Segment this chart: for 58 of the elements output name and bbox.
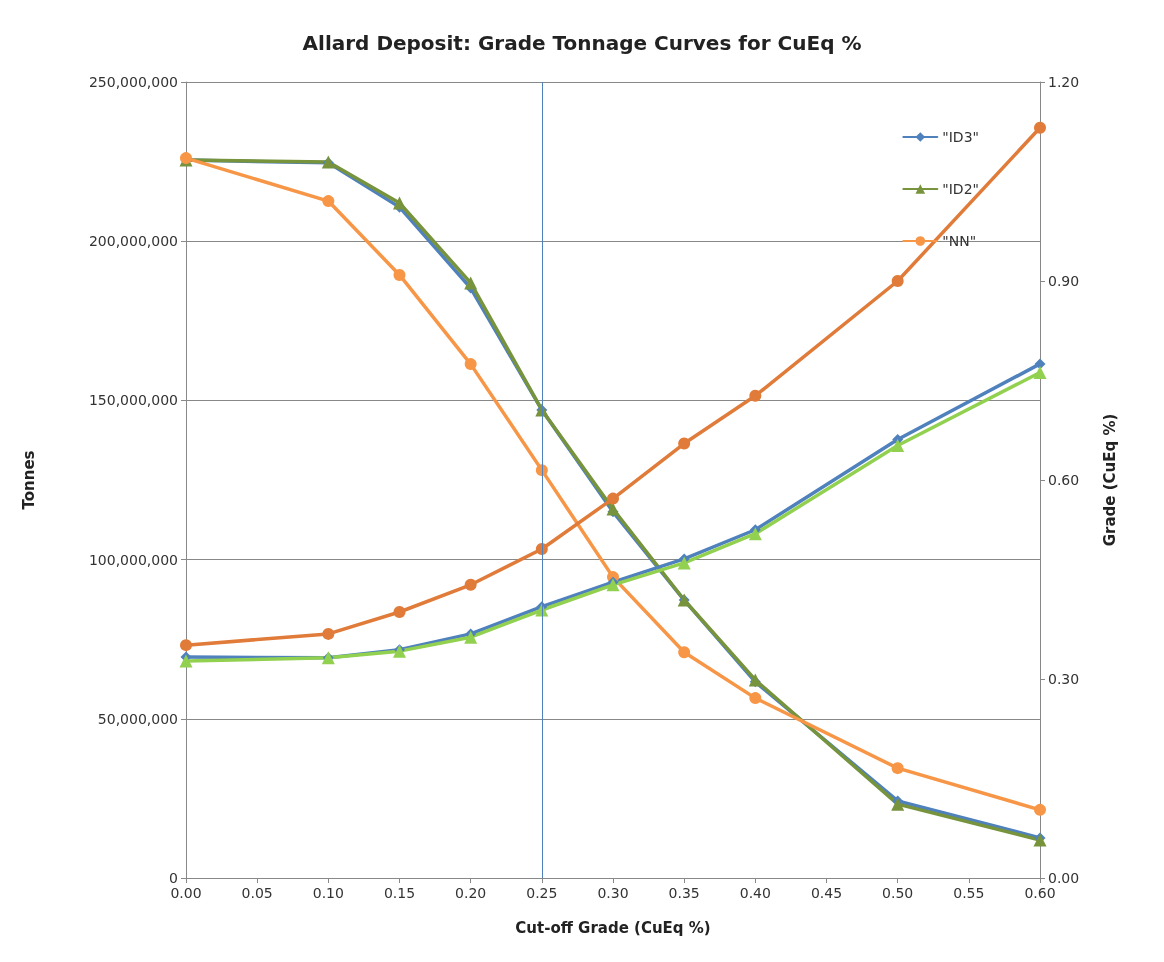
point — [891, 797, 905, 811]
x-tick-label: 0.50 — [882, 885, 914, 901]
x-tick-label: 0.45 — [810, 885, 843, 901]
x-tick-label: 0.15 — [383, 885, 416, 901]
point — [749, 692, 762, 705]
y-axis-title: Tonnes — [19, 450, 38, 510]
x-tick-label: 0.25 — [526, 885, 558, 901]
point — [1034, 358, 1046, 370]
point — [179, 654, 193, 668]
y-tick-label: 250,000,000 — [88, 74, 178, 90]
x-tick-label: 0.20 — [455, 885, 487, 901]
y2-axis-title: Grade (CuEq %) — [1100, 413, 1119, 547]
y-tick-label: 150,000,000 — [88, 392, 178, 409]
point — [749, 389, 762, 402]
y-tick-label: 0 — [169, 870, 178, 886]
chart-title: Allard Deposit: Grade Tonnage Curves for CuEq % — [302, 31, 862, 55]
point — [464, 276, 478, 290]
point — [464, 578, 477, 591]
legend-label: "ID3" — [942, 129, 980, 145]
y-tick-label: 200,000,000 — [88, 233, 178, 250]
x-tick-label: 0.60 — [1024, 885, 1056, 901]
point — [891, 762, 904, 775]
legend-label: "ID2" — [942, 181, 980, 197]
point — [748, 527, 762, 541]
point — [678, 437, 691, 450]
point — [606, 502, 620, 516]
y2-tick-label: 0.00 — [1048, 870, 1080, 886]
y2-tick-label: 0.90 — [1048, 273, 1080, 289]
point — [322, 195, 335, 208]
y2-tick-label: 1.20 — [1048, 74, 1080, 90]
point — [464, 358, 477, 371]
x-tick-label: 0.40 — [739, 885, 771, 901]
point — [393, 196, 406, 210]
point — [607, 492, 619, 505]
y-tick-label: 100,000,000 — [88, 551, 178, 568]
point — [1033, 366, 1047, 380]
x-tick-label: 0.30 — [597, 885, 629, 901]
x-tick-label: 0.00 — [170, 885, 202, 901]
point — [606, 578, 620, 592]
x-tick-label: 0.05 — [241, 885, 273, 901]
point — [180, 639, 192, 652]
y2-tick-label: 0.30 — [1048, 671, 1080, 687]
y-tick-label: 50,000,000 — [97, 710, 178, 727]
x-tick-label: 0.10 — [312, 885, 344, 901]
point — [393, 268, 406, 281]
point — [678, 646, 691, 659]
point — [322, 627, 335, 640]
point — [891, 439, 905, 453]
point — [464, 630, 478, 644]
point — [1034, 803, 1046, 816]
x-axis-title: Cut-off Grade (CuEq %) — [515, 918, 711, 937]
point — [393, 606, 406, 618]
x-tick-label: 0.35 — [668, 885, 700, 901]
y2-tick-label: 0.60 — [1048, 472, 1080, 488]
point — [891, 275, 904, 287]
x-tick-label: 0.55 — [953, 885, 985, 901]
point — [677, 556, 691, 570]
point — [1034, 121, 1046, 134]
